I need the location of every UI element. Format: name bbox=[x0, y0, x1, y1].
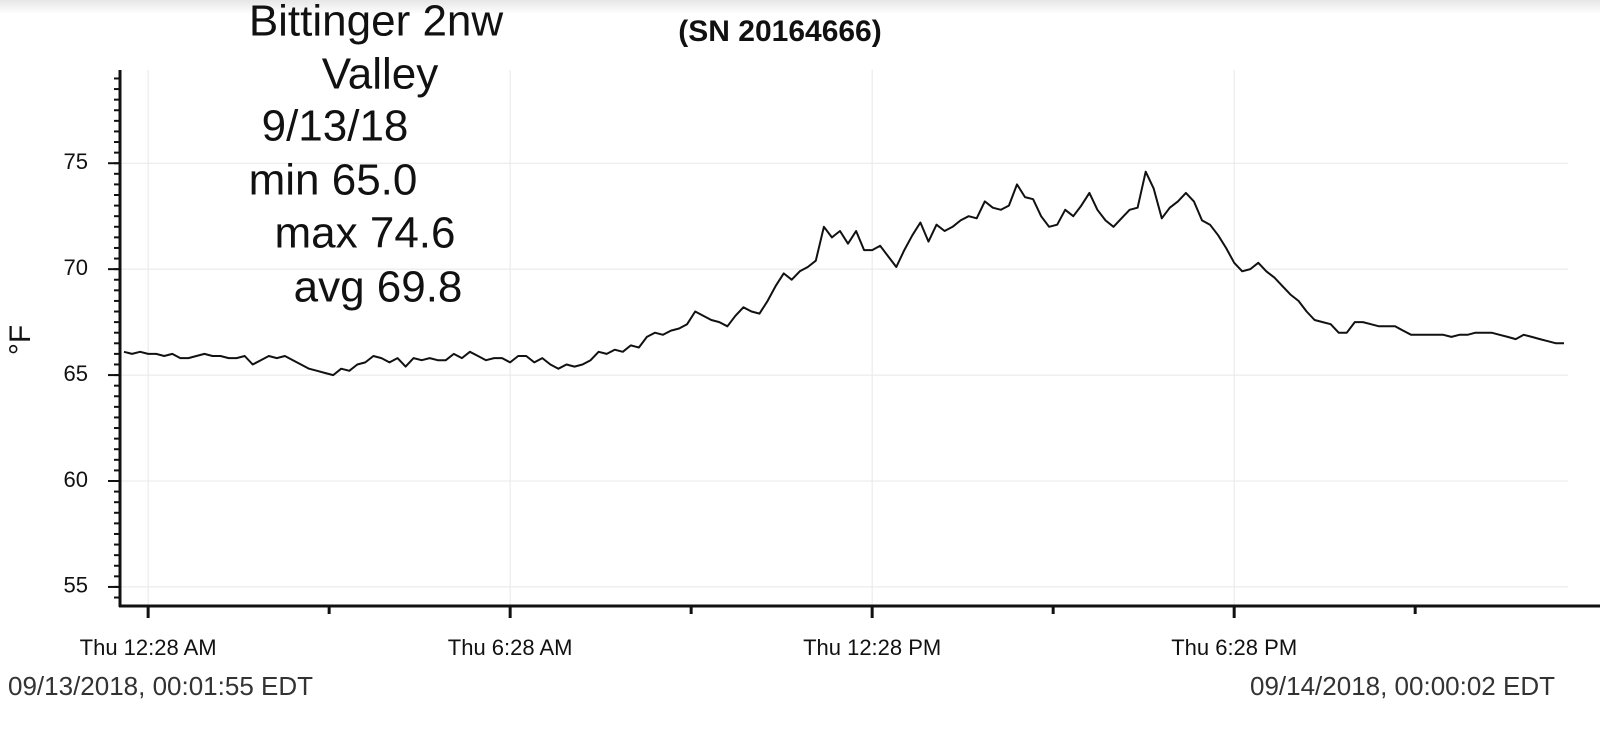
annotation: max 74.6 bbox=[275, 209, 456, 258]
x-tick-label: Thu 12:28 AM bbox=[80, 635, 217, 660]
top-shadow bbox=[0, 0, 1600, 14]
y-tick-label: 55 bbox=[64, 573, 88, 598]
y-tick-label: 60 bbox=[64, 467, 88, 492]
annotation: min 65.0 bbox=[249, 156, 418, 205]
y-axis-label: °F bbox=[4, 325, 37, 355]
x-tick-label: Thu 6:28 PM bbox=[1171, 635, 1297, 660]
x-tick-label: Thu 12:28 PM bbox=[803, 635, 941, 660]
start-time: 09/13/2018, 00:01:55 EDT bbox=[8, 671, 313, 701]
annotation: Valley bbox=[322, 50, 439, 99]
y-tick-label: 70 bbox=[64, 255, 88, 280]
chart-title: (SN 20164666) bbox=[678, 15, 881, 48]
y-tick-label: 65 bbox=[64, 361, 88, 386]
annotation: Bittinger 2nw bbox=[249, 0, 504, 46]
x-tick-label: Thu 6:28 AM bbox=[448, 635, 573, 660]
end-time: 09/14/2018, 00:00:02 EDT bbox=[1250, 671, 1555, 701]
y-tick-label: 75 bbox=[64, 149, 88, 174]
annotation: 9/13/18 bbox=[262, 102, 409, 151]
temperature-line bbox=[123, 170, 1564, 377]
annotation: avg 69.8 bbox=[294, 263, 463, 312]
